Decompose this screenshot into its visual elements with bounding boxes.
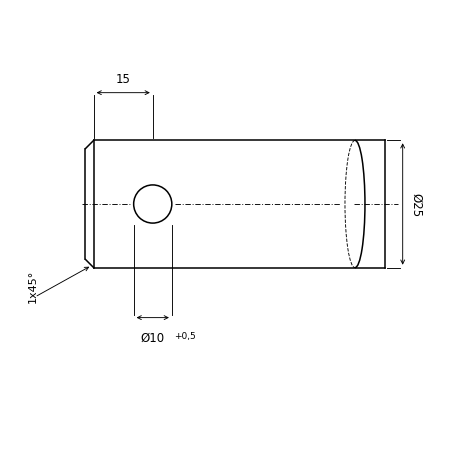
- Text: Ø25: Ø25: [409, 192, 422, 217]
- Text: +0,5: +0,5: [174, 331, 196, 341]
- Text: 15: 15: [116, 73, 130, 86]
- Text: 1x45°: 1x45°: [28, 269, 38, 302]
- Text: Ø10: Ø10: [140, 331, 164, 345]
